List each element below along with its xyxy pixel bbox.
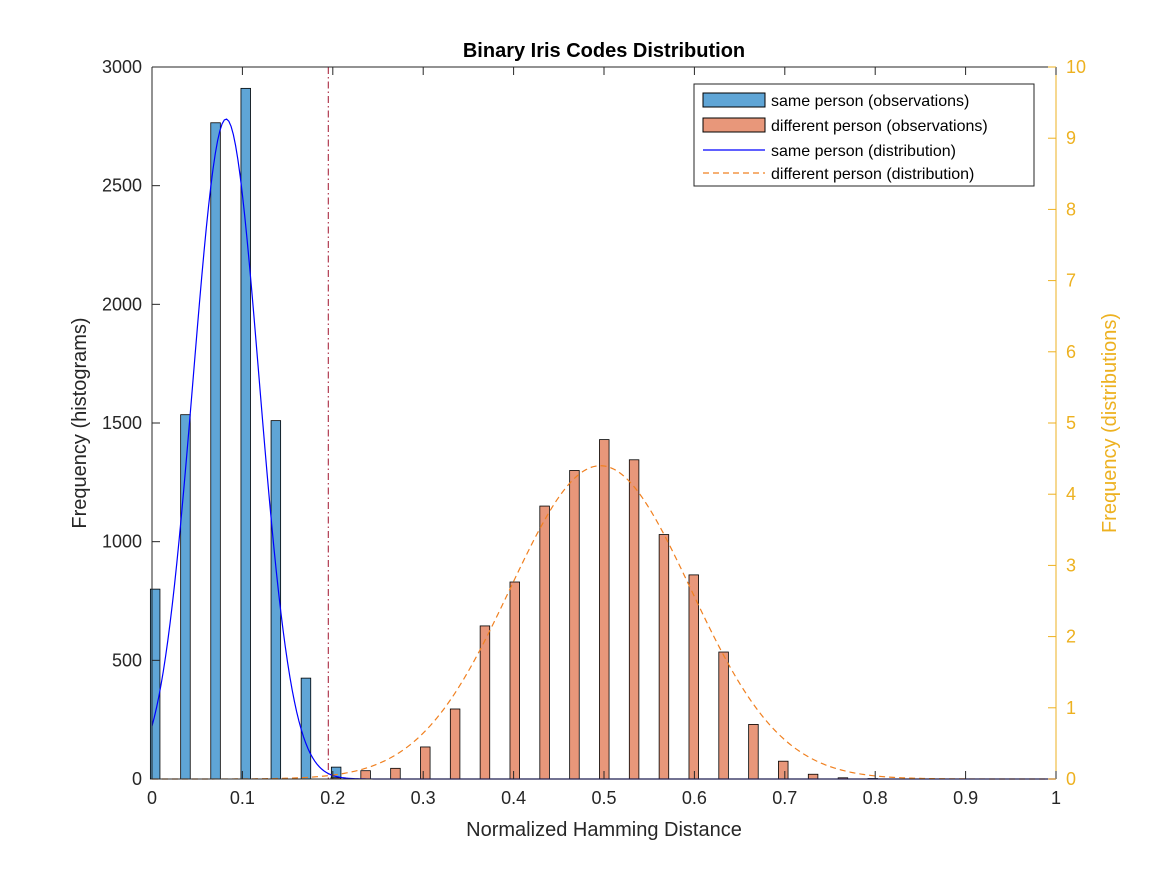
different-person-bar-1: [360, 770, 371, 780]
different-person-bar-10: [628, 459, 640, 780]
x-tick-label: 0.3: [411, 788, 436, 808]
legend: same person (observations) different per…: [693, 83, 1035, 187]
legend-label-diff-obs: different person (observations): [771, 118, 988, 135]
x-tick-label: 0.1: [230, 788, 255, 808]
y-tick-label: 2000: [102, 294, 142, 314]
legend-label-diff-dist: different person (distribution): [771, 166, 974, 183]
legend-label-same-dist: same person (distribution): [771, 143, 956, 160]
different-person-bar-13: [718, 651, 729, 780]
x-tick-label: 0.9: [953, 788, 978, 808]
same-person-bar-5: [300, 677, 312, 780]
y-right-tick-label: 10: [1066, 57, 1086, 77]
y-right-tick-label: 9: [1066, 128, 1076, 148]
different-person-bar-14: [748, 724, 759, 780]
different-person-bar-6: [509, 581, 520, 780]
y-tick-label: 0: [132, 769, 142, 789]
x-axis-label: Normalized Hamming Distance: [466, 819, 742, 841]
y-right-tick-label: 8: [1066, 199, 1076, 219]
different-person-bar-15: [778, 760, 789, 780]
y-right-tick-label: 2: [1066, 627, 1076, 647]
x-tick-label: 0: [147, 788, 157, 808]
legend-label-same-obs: same person (observations): [771, 93, 969, 110]
x-tick-label: 0.6: [682, 788, 707, 808]
y-right-tick-label: 4: [1066, 484, 1076, 504]
x-tick-label: 0.7: [772, 788, 797, 808]
different-person-bar-7: [539, 505, 550, 780]
x-tick-label: 0.4: [501, 788, 526, 808]
y-right-tick-label: 1: [1066, 698, 1076, 718]
different-person-bar-16: [807, 773, 819, 780]
x-tick-label: 1: [1051, 788, 1061, 808]
chart-title: Binary Iris Codes Distribution: [463, 40, 745, 62]
y-right-tick-label: 0: [1066, 769, 1076, 789]
y-right-tick-label: 5: [1066, 413, 1076, 433]
x-tick-label: 0.8: [863, 788, 888, 808]
y-axis-label-right: Frequency (distributions): [1099, 313, 1121, 533]
different-person-bar-5: [479, 625, 491, 780]
different-person-bar-4: [449, 708, 461, 780]
different-person-bar-8: [569, 470, 580, 780]
different-person-bar-9: [599, 439, 610, 780]
y-right-tick-label: 7: [1066, 271, 1076, 291]
y-tick-label: 2500: [102, 176, 142, 196]
different-person-bar-12: [688, 574, 699, 780]
ticks-layer: 0 0.1 0.2 0.3 0.4 0.5 0.6 0.7 0.8 0.9 105001000150…: [102, 57, 1086, 808]
y-axis-label: Frequency (histograms): [69, 317, 91, 528]
x-tick-label: 0.5: [591, 788, 616, 808]
different-person-bar-2: [390, 767, 401, 780]
different-person-bar-11: [658, 534, 670, 780]
y-tick-label: 1500: [102, 413, 142, 433]
y-tick-label: 1000: [102, 532, 142, 552]
different-person-bar-3: [420, 746, 431, 780]
y-tick-label: 500: [112, 650, 142, 670]
different-person-distribution-curve: [152, 465, 1056, 780]
y-right-tick-label: 3: [1066, 555, 1076, 575]
legend-swatch-diff-obs: [702, 117, 766, 133]
y-tick-label: 3000: [102, 57, 142, 77]
same-person-bar-2: [210, 122, 221, 780]
legend-swatch-same-obs: [702, 92, 766, 108]
x-tick-label: 0.2: [320, 788, 345, 808]
y-right-tick-label: 6: [1066, 342, 1076, 362]
